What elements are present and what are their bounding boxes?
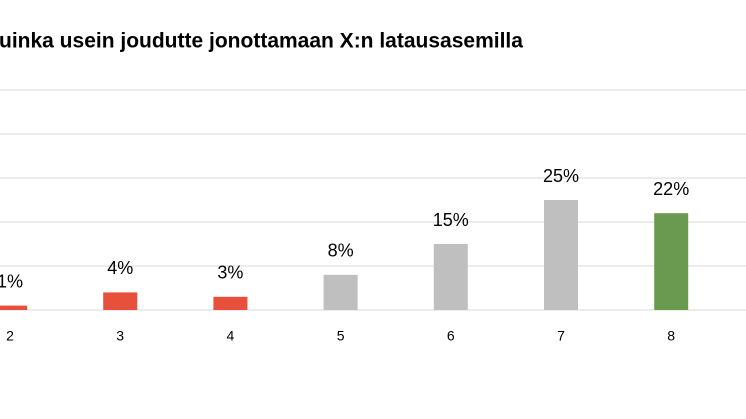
value-label: 8% bbox=[328, 241, 354, 261]
bar bbox=[213, 296, 248, 310]
bar bbox=[0, 305, 27, 310]
value-label: 3% bbox=[217, 263, 243, 283]
bar bbox=[544, 200, 578, 310]
x-tick-label: 5 bbox=[337, 328, 345, 344]
bar bbox=[323, 274, 358, 310]
value-label: 15% bbox=[433, 210, 469, 230]
x-tick-label: 2 bbox=[6, 328, 14, 344]
bar bbox=[433, 244, 468, 310]
x-tick-label: 8 bbox=[667, 328, 675, 344]
bar bbox=[654, 213, 689, 310]
value-label: 25% bbox=[543, 166, 579, 186]
bar bbox=[103, 292, 138, 310]
x-tick-label: 3 bbox=[116, 328, 124, 344]
value-label: 1% bbox=[0, 271, 23, 291]
chart-title: uinka usein joudutte jonottamaan X:n lat… bbox=[0, 30, 523, 53]
x-tick-label: 7 bbox=[557, 328, 565, 344]
value-label: 4% bbox=[107, 258, 133, 278]
x-tick-label: 4 bbox=[227, 328, 235, 344]
x-tick-label: 6 bbox=[447, 328, 455, 344]
value-label: 22% bbox=[653, 179, 689, 199]
